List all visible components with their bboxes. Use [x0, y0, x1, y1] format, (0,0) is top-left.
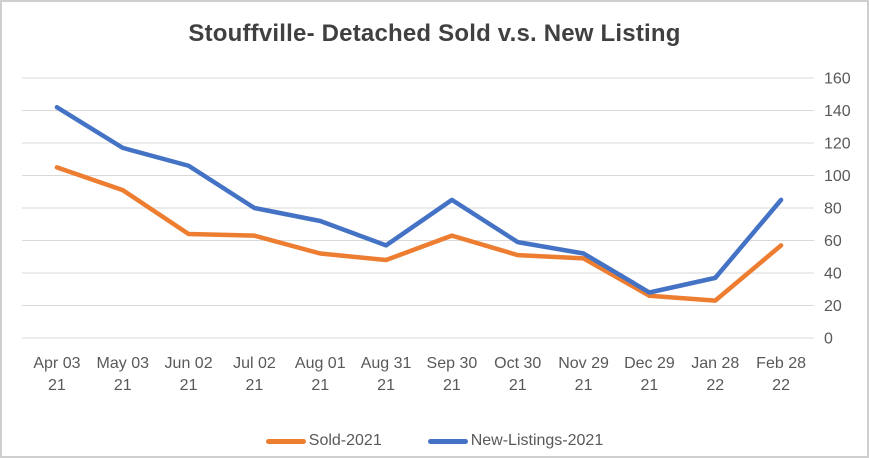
- x-axis-tick-label: Dec 29: [624, 355, 675, 372]
- legend: Sold-2021 New-Listings-2021: [2, 432, 867, 450]
- x-axis-tick-label: May 03: [97, 355, 150, 372]
- chart-title: Stouffville- Detached Sold v.s. New List…: [188, 20, 681, 47]
- y-axis-tick-label: 60: [824, 233, 842, 250]
- x-axis-tick-label: Feb 28: [756, 355, 806, 372]
- y-axis-tick-label: 40: [824, 266, 842, 283]
- x-axis-tick-label-year: 21: [48, 377, 66, 394]
- x-axis-tick-label: Oct 30: [494, 355, 541, 372]
- y-axis-tick-label: 100: [824, 168, 851, 185]
- x-axis-tick-label: Jun 02: [165, 355, 213, 372]
- legend-item-new-listings: New-Listings-2021: [427, 432, 604, 450]
- legend-swatch-sold-line-icon: [265, 438, 306, 444]
- y-axis-tick-label: 80: [824, 201, 842, 218]
- legend-label-new-listings: New-Listings-2021: [470, 432, 604, 449]
- x-axis-tick-label-year: 21: [180, 377, 198, 394]
- x-axis-tick-label: Aug 31: [361, 355, 412, 372]
- x-axis-tick-label: Apr 03: [33, 355, 80, 372]
- x-axis-tick-label: Sep 30: [427, 355, 478, 372]
- y-axis-tick-label: 0: [824, 331, 833, 348]
- x-axis-tick-label-year: 21: [311, 377, 329, 394]
- x-axis-tick-label-year: 21: [377, 377, 395, 394]
- x-axis-tick-label-year: 21: [443, 377, 461, 394]
- y-axis-tick-label: 20: [824, 298, 842, 315]
- series-line-new-listings-2021: [54, 105, 784, 295]
- y-axis-tick-label: 140: [824, 103, 851, 120]
- legend-swatch-new-listings-line-icon: [427, 438, 468, 444]
- legend-item-sold: Sold-2021: [265, 432, 382, 450]
- series-line-sold-2021: [54, 165, 784, 303]
- x-axis-tick-label: Jul 02: [233, 355, 276, 372]
- x-axis-tick-label: Nov 29: [558, 355, 609, 372]
- y-axis-tick-label: 160: [824, 71, 851, 88]
- x-axis-tick-label: Aug 01: [295, 355, 346, 372]
- x-axis-tick-label-year: 21: [509, 377, 527, 394]
- x-axis-tick-label-year: 21: [114, 377, 132, 394]
- x-axis-tick-label: Jan 28: [691, 355, 739, 372]
- x-axis-tick-label-year: 21: [641, 377, 659, 394]
- legend-label-sold: Sold-2021: [308, 432, 382, 449]
- x-axis-tick-label-year: 22: [772, 377, 790, 394]
- x-axis-tick-label-year: 21: [575, 377, 593, 394]
- y-axis-tick-label: 120: [824, 136, 851, 153]
- x-axis-tick-label-year: 21: [246, 377, 264, 394]
- x-axis-tick-label-year: 22: [706, 377, 724, 394]
